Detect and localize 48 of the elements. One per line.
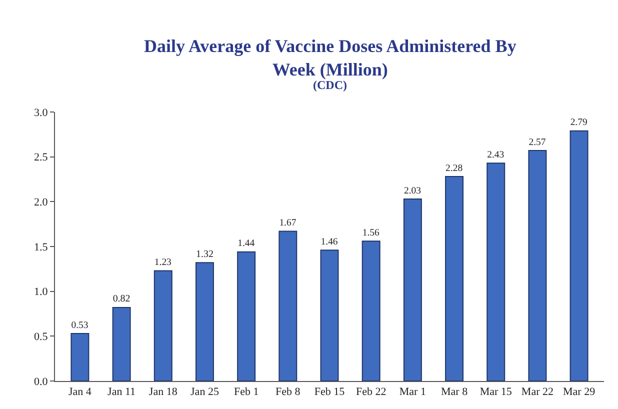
y-tick-label: 2.0 <box>34 196 48 209</box>
data-label: 2.43 <box>487 149 504 160</box>
bar <box>154 270 172 381</box>
x-tick-label: Mar 22 <box>521 386 554 398</box>
data-label: 2.28 <box>446 162 463 174</box>
x-tick-label: Feb 22 <box>356 386 386 398</box>
data-label: 1.32 <box>196 248 214 260</box>
data-label: 0.53 <box>71 320 88 331</box>
bar <box>70 332 90 381</box>
bar <box>278 230 298 381</box>
data-label: 1.44 <box>238 238 255 250</box>
data-label: 1.56 <box>362 227 380 238</box>
data-label: 1.67 <box>279 218 296 229</box>
x-tick-label: Mar 29 <box>563 386 596 398</box>
x-tick-label: Jan 25 <box>190 386 220 398</box>
data-label: 2.57 <box>528 136 546 148</box>
bar <box>528 150 547 381</box>
y-tick-label: 0.0 <box>34 376 48 388</box>
x-tick-label: Jan 18 <box>148 386 178 398</box>
bar <box>112 306 131 381</box>
x-tick-label: Feb 15 <box>314 386 346 398</box>
data-label: 1.23 <box>154 257 172 268</box>
x-tick-label: Jan 11 <box>108 386 136 398</box>
chart-subtitle: (CDC) <box>313 78 347 92</box>
bar <box>362 240 380 381</box>
bar <box>486 162 506 381</box>
x-tick-label: Mar 8 <box>440 386 468 398</box>
x-tick-label: Feb 1 <box>234 386 259 398</box>
data-label: 2.79 <box>570 117 588 128</box>
bar <box>237 251 256 381</box>
bar <box>403 198 422 381</box>
x-tick-label: Jan 4 <box>68 386 92 398</box>
data-label: 2.03 <box>404 185 422 196</box>
x-tick-label: Mar 1 <box>399 386 426 398</box>
x-tick-label: Mar 15 <box>480 386 512 398</box>
bar <box>445 176 464 381</box>
y-tick-label: 3.0 <box>34 106 48 119</box>
bar <box>570 130 588 381</box>
bar <box>195 262 214 381</box>
y-tick-label: 1.5 <box>34 241 48 254</box>
y-tick-label: 2.5 <box>34 152 48 164</box>
x-tick-label: Feb 8 <box>276 386 301 398</box>
data-label: 0.82 <box>112 294 130 305</box>
y-tick-label: 0.5 <box>34 331 48 344</box>
y-tick-label: 1.0 <box>34 286 48 298</box>
bar <box>320 250 339 381</box>
data-label: 1.46 <box>320 236 338 248</box>
chart-title: Daily Average of Vaccine Doses Administered By Week (Million) <box>144 36 516 80</box>
